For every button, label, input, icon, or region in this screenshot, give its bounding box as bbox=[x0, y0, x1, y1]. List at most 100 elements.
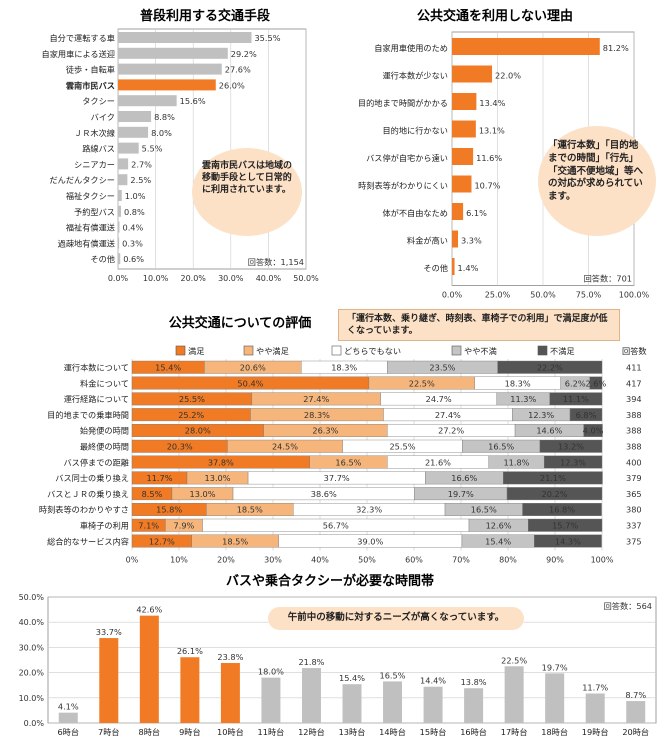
segment-label: 25.2% bbox=[178, 410, 204, 420]
respondent-count: 回答数：564 bbox=[604, 601, 652, 611]
x-tick-label: 25.0% bbox=[485, 291, 511, 300]
category-label: 福祉タクシー bbox=[66, 191, 115, 201]
data-label: 15.6% bbox=[180, 96, 206, 106]
segment-label: 12.7% bbox=[149, 536, 175, 546]
category-label: 自家用車使用のため bbox=[374, 43, 448, 53]
x-tick-label: 100% bbox=[591, 556, 614, 565]
stacked-segment bbox=[506, 487, 603, 501]
respondent-count: 388 bbox=[626, 410, 642, 420]
category-label: 6時台 bbox=[57, 727, 79, 737]
segment-label: 13.0% bbox=[189, 489, 215, 499]
category-label: 15時台 bbox=[420, 727, 447, 737]
segment-label: 20.2% bbox=[542, 489, 568, 499]
category-label: その他 bbox=[423, 263, 448, 273]
stacked-segment bbox=[528, 518, 603, 532]
data-label: 29.2% bbox=[231, 49, 257, 59]
respondent-count: 回答数：1,154 bbox=[248, 257, 304, 267]
data-label: 35.5% bbox=[254, 33, 280, 43]
bar bbox=[118, 253, 121, 265]
respondent-count: 回答数：701 bbox=[584, 274, 632, 284]
x-tick-label: 50.0% bbox=[530, 291, 556, 300]
segment-label: 22.5% bbox=[409, 378, 435, 388]
segment-label: 16.8% bbox=[549, 505, 575, 515]
segment-label: 15.8% bbox=[156, 505, 182, 515]
data-label: 33.7% bbox=[96, 627, 122, 637]
data-label: 6.1% bbox=[466, 208, 487, 218]
category-label: 時刻表等がわかりにくい bbox=[358, 181, 448, 191]
respondent-count: 375 bbox=[626, 536, 642, 546]
note-text: 雲南市民バスは地域の移動手段として日常的に利用されています。 bbox=[202, 161, 293, 196]
data-label: 22.5% bbox=[501, 655, 527, 665]
segment-label: 21.6% bbox=[425, 457, 451, 467]
data-label: 0.3% bbox=[122, 238, 143, 248]
segment-label: 23.5% bbox=[429, 363, 455, 373]
needed-time-note: 午前中の移動に対するニーズが高くなっています。 bbox=[268, 607, 524, 630]
stacked-segment bbox=[569, 408, 603, 422]
respondent-count: 388 bbox=[626, 442, 642, 452]
data-label: 11.7% bbox=[582, 683, 608, 693]
segment-label: 11.7% bbox=[146, 473, 172, 483]
bar bbox=[118, 47, 228, 59]
bar bbox=[118, 111, 152, 122]
x-tick-label: 40.0% bbox=[256, 274, 282, 283]
data-label: 18.0% bbox=[258, 667, 284, 677]
bar bbox=[452, 93, 477, 110]
bar bbox=[464, 688, 484, 723]
evaluation-chart: 公共交通についての評価 満足 やや満足 どちらでもない やや不満 不満足 回答数 0% 10%… bbox=[0, 305, 664, 567]
evaluation-note: 「運行本数、乗り継ぎ、時刻表、車椅子での利用」で満足度が低くなっています。 bbox=[338, 309, 620, 342]
category-label: 時刻表等のわかりやすさ bbox=[39, 505, 129, 515]
legend-swatch bbox=[451, 345, 462, 356]
data-label: 0.8% bbox=[124, 207, 145, 217]
category-label: 目的地までの乗車時間 bbox=[47, 410, 129, 420]
bar bbox=[452, 258, 455, 275]
segment-label: 2.6% bbox=[585, 378, 606, 388]
bar bbox=[452, 175, 472, 193]
x-tick-label: 40% bbox=[311, 556, 329, 565]
bar bbox=[118, 205, 122, 217]
stacked-segment bbox=[534, 534, 602, 548]
category-label: 7時台 bbox=[98, 727, 120, 737]
segment-label: 8.5% bbox=[142, 489, 163, 499]
respondent-count: 417 bbox=[626, 378, 642, 388]
segment-label: 20.6% bbox=[240, 363, 266, 373]
data-label: 21.8% bbox=[298, 657, 324, 667]
data-label: 22.0% bbox=[495, 71, 521, 81]
x-tick-label: 30.0% bbox=[218, 274, 244, 283]
stacked-segment bbox=[589, 376, 603, 390]
segment-label: 11.1% bbox=[563, 394, 589, 404]
bar bbox=[452, 38, 600, 55]
category-label: バイク bbox=[91, 112, 115, 122]
y-tick-label: 0.0% bbox=[24, 719, 45, 728]
stacked-segment bbox=[503, 471, 603, 485]
segment-label: 20.3% bbox=[167, 442, 193, 452]
segment-label: 16.5% bbox=[335, 457, 361, 467]
count-header: 回答数 bbox=[622, 346, 647, 356]
segment-label: 25.5% bbox=[179, 394, 205, 404]
x-tick-label: 10.0% bbox=[143, 274, 169, 283]
segment-label: 39.0% bbox=[357, 536, 383, 546]
respondent-count: 411 bbox=[626, 363, 642, 373]
stacked-segment bbox=[522, 502, 602, 516]
data-label: 23.8% bbox=[217, 652, 243, 662]
respondent-count: 394 bbox=[626, 394, 642, 404]
bar bbox=[118, 190, 122, 201]
bar bbox=[452, 65, 493, 83]
segment-label: 50.4% bbox=[237, 378, 263, 388]
category-label: 料金について bbox=[80, 378, 129, 388]
respondent-count: 400 bbox=[626, 457, 642, 467]
bar bbox=[118, 142, 139, 154]
segment-label: 16.5% bbox=[471, 505, 497, 515]
data-label: 15.4% bbox=[339, 673, 365, 683]
segment-label: 16.5% bbox=[488, 442, 514, 452]
segment-label: 11.3% bbox=[510, 394, 536, 404]
category-label: バス同士の乗り換え bbox=[55, 473, 129, 483]
data-label: 3.3% bbox=[461, 236, 482, 246]
data-label: 8.8% bbox=[154, 112, 175, 122]
category-label: 総合的なサービス内容 bbox=[47, 536, 129, 546]
segment-label: 18.5% bbox=[222, 536, 248, 546]
bar bbox=[118, 126, 149, 138]
category-label: 16時台 bbox=[460, 727, 487, 737]
legend-swatch bbox=[243, 345, 254, 356]
segment-label: 12.6% bbox=[486, 521, 512, 531]
segment-label: 7.1% bbox=[138, 521, 159, 531]
